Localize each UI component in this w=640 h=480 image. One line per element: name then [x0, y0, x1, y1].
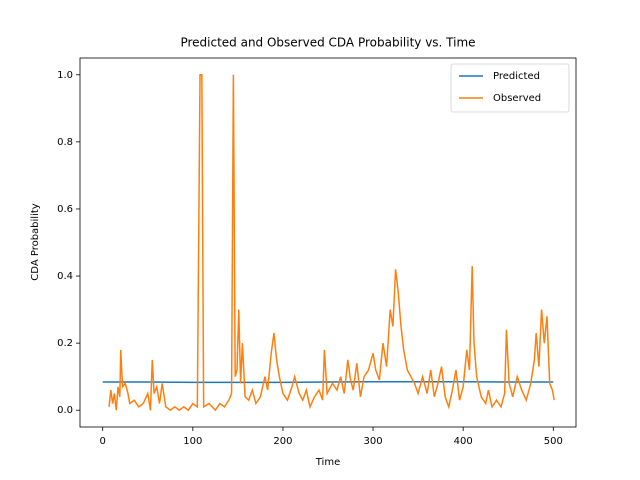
chart-title: Predicted and Observed CDA Probability v…	[180, 36, 475, 50]
legend-label: Observed	[493, 93, 541, 104]
x-tick-label: 100	[183, 436, 202, 447]
y-tick-label: 0.8	[57, 137, 73, 148]
x-tick-label: 400	[454, 436, 473, 447]
y-tick-label: 0.2	[57, 338, 73, 349]
x-axis-label: Time	[315, 457, 340, 468]
legend: Predicted Observed	[450, 63, 570, 113]
line-series	[108, 74, 555, 412]
x-tick-label: 500	[544, 436, 563, 447]
x-tick-label: 0	[100, 436, 106, 447]
y-tick-label: 1.0	[57, 70, 73, 81]
y-tick-label: 0.6	[57, 204, 73, 215]
legend-label: Predicted	[493, 71, 540, 82]
line-series	[102, 380, 554, 384]
y-tick-label: 0.0	[57, 405, 73, 416]
plot-frame	[79, 57, 577, 428]
x-tick-label: 300	[364, 436, 383, 447]
y-axis-label: CDA Probability	[30, 203, 41, 280]
x-tick-label: 200	[273, 436, 292, 447]
y-tick-label: 0.4	[57, 271, 73, 282]
